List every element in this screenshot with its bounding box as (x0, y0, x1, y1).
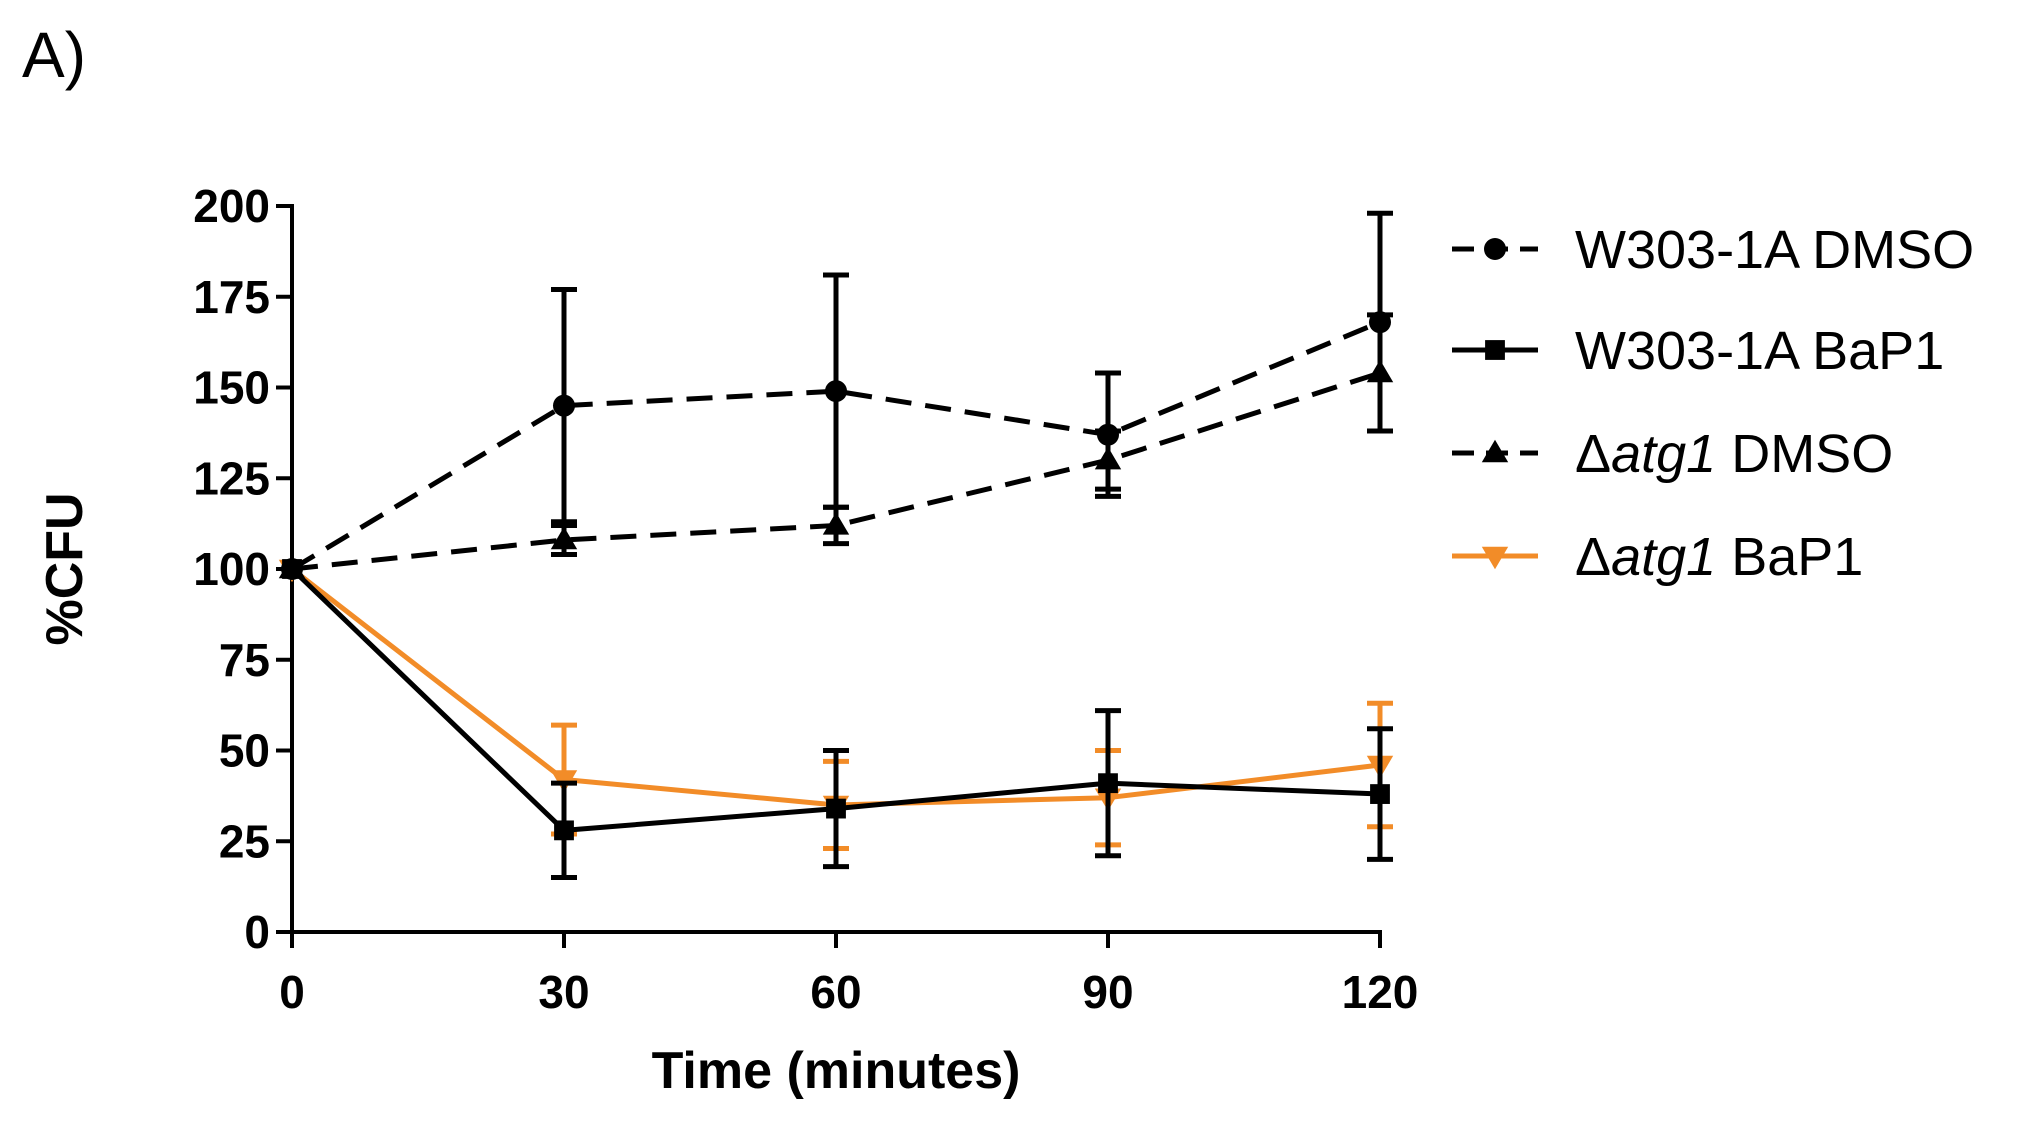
data-point (826, 798, 846, 819)
legend-label: Δatg1 DMSO (1575, 424, 1893, 484)
data-point (1098, 773, 1118, 794)
legend-item: Δatg1 DMSO (1452, 424, 1893, 484)
x-tick-label: 0 (279, 966, 305, 1018)
data-point (550, 526, 578, 550)
x-axis-title: Time (minutes) (652, 1042, 1021, 1100)
series-line (290, 319, 1381, 572)
y-tick-label: 0 (244, 906, 270, 958)
series-2 (278, 312, 1394, 579)
y-tick-label: 150 (193, 362, 270, 414)
data-point (1370, 784, 1390, 804)
y-tick-label: 125 (193, 452, 270, 504)
data-point (553, 394, 575, 417)
series-layer (278, 210, 1394, 881)
legend-marker (1481, 546, 1509, 570)
y-tick-label: 175 (193, 271, 270, 323)
data-point (1094, 446, 1122, 470)
y-tick-label: 25 (219, 815, 270, 867)
x-tick-label: 30 (538, 966, 589, 1018)
legend-label: W303-1A BaP1 (1575, 321, 1944, 381)
legend-item: W303-1A DMSO (1452, 220, 1974, 280)
legend-marker (1481, 439, 1509, 463)
y-tick-label: 75 (219, 634, 270, 686)
x-tick-label: 60 (810, 966, 861, 1018)
data-point (822, 512, 850, 535)
legend-marker (1484, 238, 1506, 260)
x-tick-label: 120 (1342, 966, 1419, 1018)
data-point (554, 820, 574, 841)
legend: W303-1A DMSO W303-1A BaP1 Δatg1 DMSO Δatg1 … (1452, 220, 1974, 587)
axes: 0 25 50 75 100 125 150 175 200 0 30 60 90 120 Time (mi… (36, 180, 1418, 1100)
y-tick-label: 100 (193, 543, 270, 595)
legend-label: W303-1A DMSO (1575, 220, 1974, 280)
legend-item: W303-1A BaP1 (1452, 321, 1944, 381)
x-tick-label: 90 (1082, 966, 1133, 1018)
panel-label: A) (22, 19, 86, 91)
series-1 (282, 559, 1393, 881)
legend-label: Δatg1 BaP1 (1575, 527, 1863, 587)
data-point (282, 559, 302, 579)
y-tick-label: 200 (193, 180, 270, 232)
data-point (825, 380, 847, 403)
legend-marker (1485, 340, 1505, 360)
data-point (1366, 359, 1394, 383)
y-axis-title: %CFU (36, 492, 94, 645)
y-tick-label: 50 (219, 725, 270, 777)
legend-item: Δatg1 BaP1 (1452, 527, 1863, 587)
